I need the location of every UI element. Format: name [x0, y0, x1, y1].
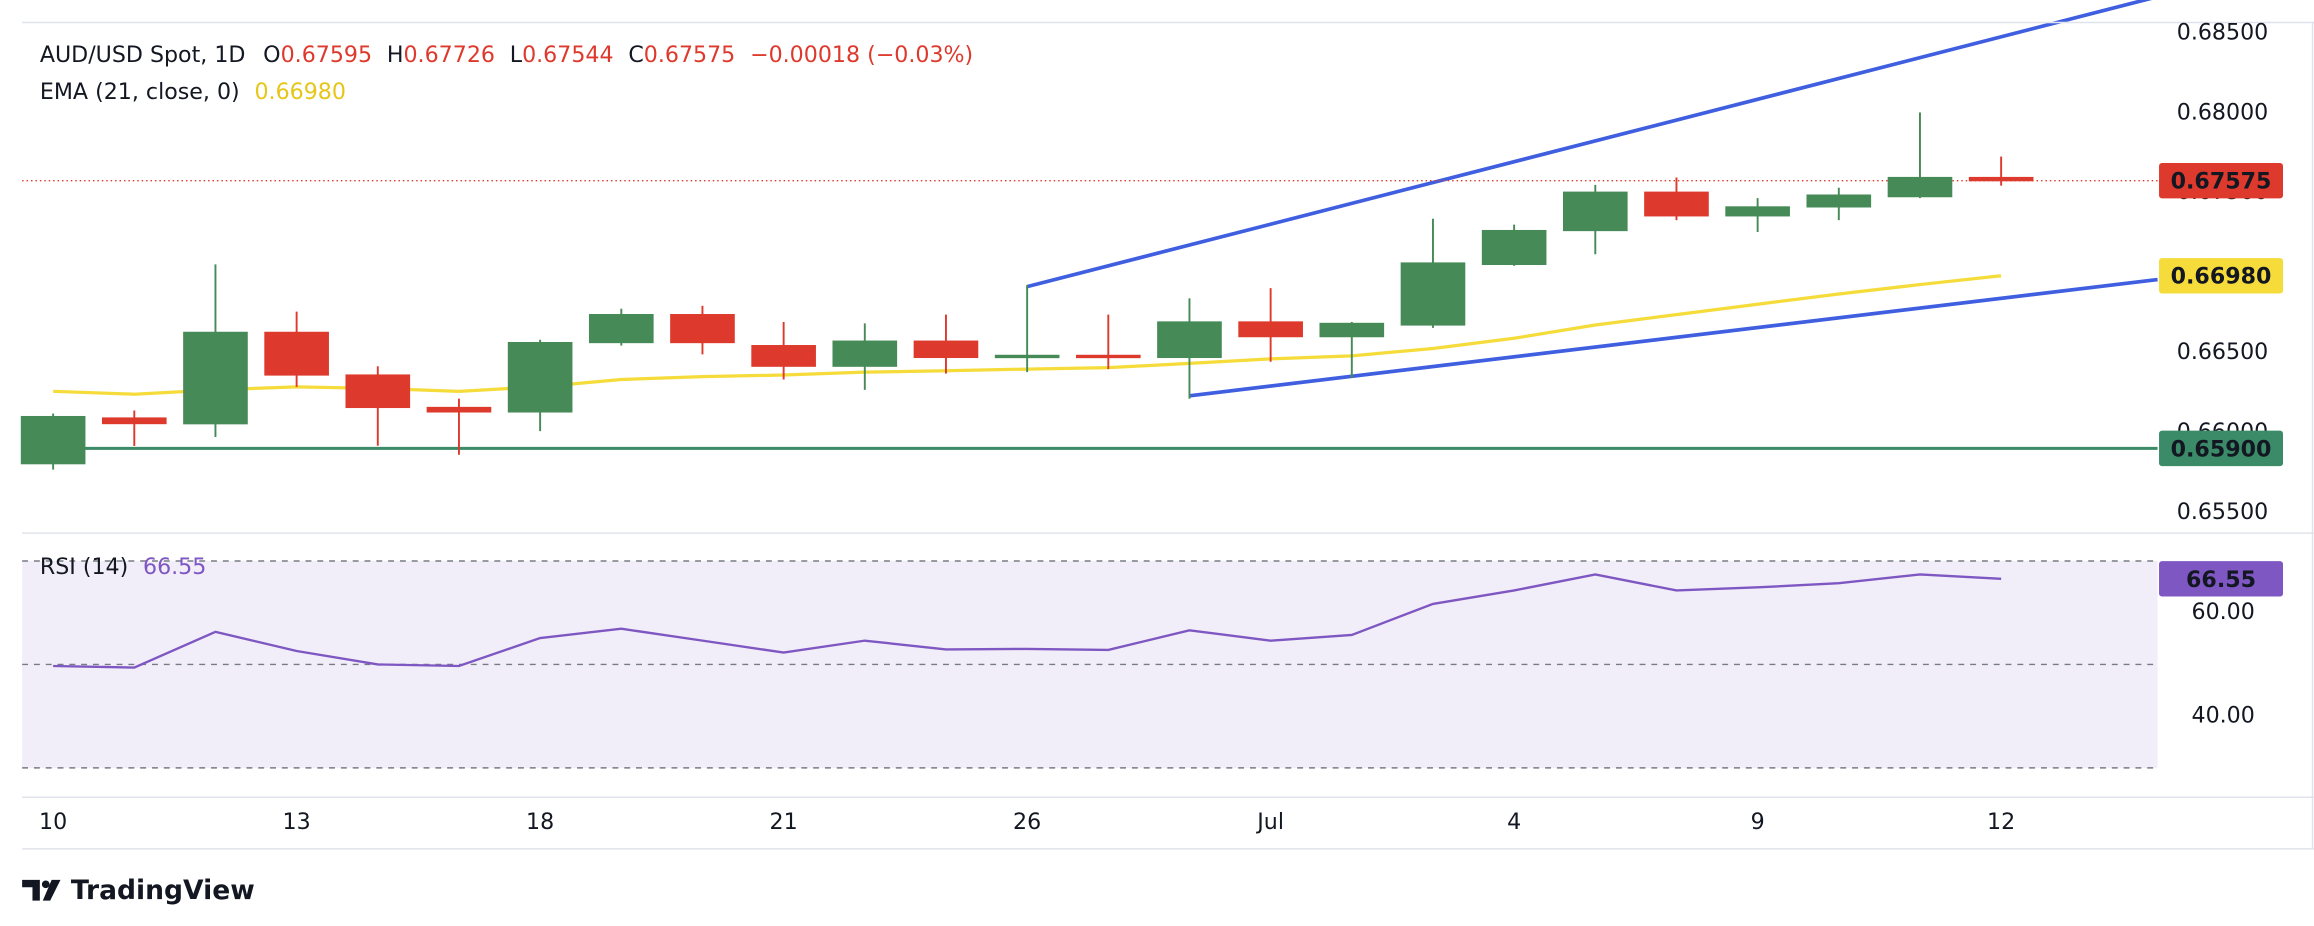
trendline — [1189, 277, 2158, 398]
candle-body — [345, 374, 411, 409]
rsi-legend: RSI (14) 66.55 — [40, 554, 207, 580]
ohlc-key: O — [263, 41, 280, 67]
ema-value: 0.66980 — [254, 78, 346, 104]
candle-body — [264, 331, 329, 376]
y-tick-label: 0.66500 — [2177, 339, 2269, 365]
candle-body — [1400, 262, 1466, 326]
last-price-tag-bg — [2159, 162, 2284, 199]
ohlc-key: L — [510, 41, 523, 67]
candle-body — [1157, 321, 1222, 359]
candle-body — [1319, 322, 1385, 338]
trendline — [1026, 0, 2153, 289]
x-tick-label: 13 — [283, 809, 311, 835]
ohlc-key: C — [628, 41, 643, 67]
candle-body — [183, 331, 248, 425]
candle-body — [1562, 191, 1628, 232]
candle-body — [994, 354, 1060, 359]
candle-body — [1075, 354, 1141, 359]
candle-body — [1725, 206, 1790, 217]
x-tick-label: 4 — [1507, 809, 1521, 835]
header: AUD/USD Spot, 1D O0.67595 H0.67726 L0.67544… — [40, 41, 973, 67]
logo-icon — [42, 879, 61, 901]
candle-body — [1644, 191, 1709, 217]
ema-tag-bg — [2159, 258, 2284, 294]
y-tick-label: 60.00 — [2192, 599, 2255, 625]
x-tick-label: 21 — [770, 809, 798, 835]
y-tick-label: 0.65500 — [2177, 499, 2269, 525]
support-tag-bg — [2159, 430, 2284, 467]
mark-layer — [20, 0, 2158, 669]
y-tick-label: 40.00 — [2192, 703, 2255, 729]
rsi-tag: 66.55 — [2186, 567, 2256, 593]
candle-body — [1887, 176, 1953, 198]
ohlc-key: H — [387, 41, 404, 67]
rsi-value: 66.55 — [143, 554, 206, 580]
x-tick-label: 18 — [526, 809, 554, 835]
ohlc-value: 0.67595 — [281, 41, 373, 67]
ema-tag: 0.66980 — [2171, 264, 2272, 290]
x-tick-label: Jul — [1255, 809, 1284, 835]
symbol-title: AUD/USD Spot, 1D — [40, 41, 246, 67]
ohlc-value: 0.67726 — [403, 41, 495, 67]
y-tick-label: 0.68500 — [2177, 19, 2269, 45]
ohlc-value: 0.67575 — [644, 41, 736, 67]
rsi-title: RSI (14) — [40, 554, 128, 580]
x-tick-label: 10 — [39, 809, 67, 835]
ema-name: EMA (21, close, 0) — [40, 78, 240, 104]
y-tick-label: 0.68000 — [2177, 99, 2269, 125]
candle-body — [507, 341, 573, 413]
candle-body — [1481, 229, 1547, 266]
x-tick-label: 12 — [1987, 809, 2015, 835]
candle-body — [832, 340, 898, 367]
candle-body — [101, 417, 167, 425]
grid-layer — [22, 560, 2158, 769]
brand-name: TradingView — [71, 875, 255, 906]
support-tag: 0.65900 — [2171, 436, 2272, 462]
last-price-tag: 0.67575 — [2171, 169, 2272, 195]
tag-layer: 0.65900 0.66980 0.67575 66.55 — [2159, 162, 2284, 597]
ohlc-value: 0.67544 — [522, 41, 614, 67]
candle-body — [1968, 176, 2034, 182]
candle-body — [670, 314, 735, 344]
change-label: −0.00018 (−0.03%) — [750, 41, 973, 67]
candle-body — [1238, 321, 1303, 338]
candle-body — [20, 415, 86, 465]
logo-icon — [22, 879, 40, 901]
candle-body — [426, 406, 492, 413]
x-tick-label: 26 — [1013, 809, 1041, 835]
candle-body — [1806, 194, 1872, 208]
rsi-line — [53, 573, 2002, 669]
x-tick-label: 9 — [1751, 809, 1765, 835]
logo-icon — [41, 880, 50, 889]
candle-body — [913, 340, 979, 359]
brand-logo: TradingView — [22, 875, 255, 906]
candle-body — [751, 345, 816, 367]
rsi-tag-bg — [2159, 561, 2284, 597]
ema-legend: EMA (21, close, 0) 0.66980 — [40, 78, 346, 104]
candle-body — [588, 314, 654, 344]
